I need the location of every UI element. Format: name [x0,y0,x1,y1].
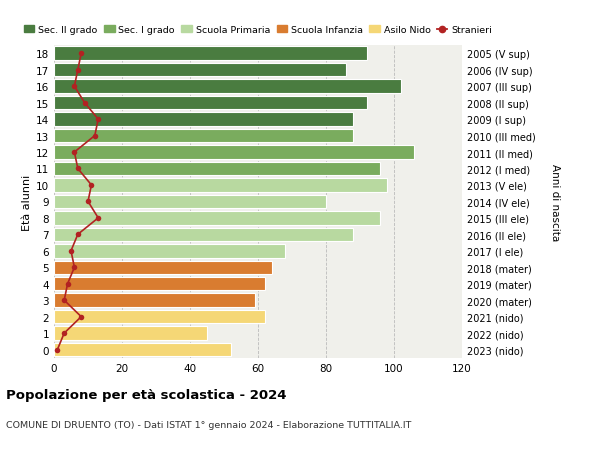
Y-axis label: Età alunni: Età alunni [22,174,32,230]
Bar [54,162,380,176]
Bar [54,228,353,241]
Bar [54,80,401,94]
Bar [54,261,272,274]
Bar [54,195,326,209]
Bar [54,179,387,192]
Bar [54,97,367,110]
Bar [54,310,265,324]
Legend: Sec. II grado, Sec. I grado, Scuola Primaria, Scuola Infanzia, Asilo Nido, Stran: Sec. II grado, Sec. I grado, Scuola Prim… [24,26,492,35]
Bar [54,64,346,77]
Bar [54,146,415,159]
Y-axis label: Anni di nascita: Anni di nascita [550,163,560,241]
Text: Popolazione per età scolastica - 2024: Popolazione per età scolastica - 2024 [6,388,287,401]
Bar [54,129,353,143]
Bar [54,343,231,357]
Text: COMUNE DI DRUENTO (TO) - Dati ISTAT 1° gennaio 2024 - Elaborazione TUTTITALIA.IT: COMUNE DI DRUENTO (TO) - Dati ISTAT 1° g… [6,420,412,429]
Bar [54,212,380,225]
Bar [54,113,353,127]
Bar [54,277,265,291]
Bar [54,327,207,340]
Bar [54,294,254,307]
Bar [54,47,367,61]
Bar [54,245,285,258]
